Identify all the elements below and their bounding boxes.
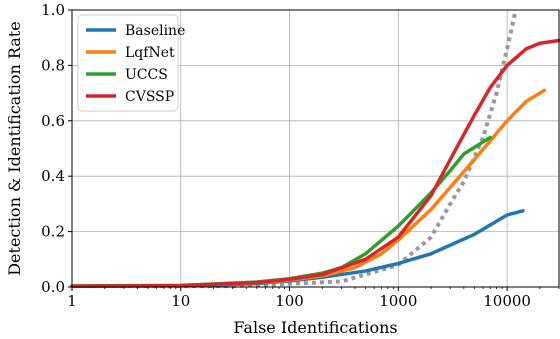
x-tick-label: 1	[67, 292, 77, 310]
legend-box	[77, 14, 179, 112]
x-tick-label: 100	[275, 292, 304, 310]
y-tick-label: 0.4	[41, 167, 65, 185]
series-line-cvssp	[70, 38, 560, 288]
x-tick-label: 10	[171, 292, 190, 310]
x-tick-label: 10000	[483, 292, 531, 310]
y-axis-label: Detection & Identification Rate	[5, 21, 24, 276]
series-lines	[70, 9, 560, 289]
x-tick-label: 1000	[379, 292, 417, 310]
x-axis-label: False Identifications	[233, 318, 397, 337]
y-tick-label: 1.0	[41, 1, 65, 19]
plot-frame	[71, 9, 560, 288]
legend-label: Baseline	[125, 23, 185, 39]
legend: Baseline LqfNet UCCS CVSSP	[77, 14, 185, 112]
y-tick-label: 0.8	[41, 56, 65, 74]
y-tick-label: 0.6	[41, 112, 65, 130]
y-tick-label: 0.0	[41, 278, 65, 296]
axis-ticks: 1 10 100 1000 10000 0.0 0.2 0.4 0.6 0.8 1.0	[41, 1, 560, 310]
legend-label: UCCS	[125, 67, 168, 83]
y-tick-label: 0.2	[41, 223, 65, 241]
legend-label: CVSSP	[125, 89, 174, 105]
legend-label: LqfNet	[125, 45, 175, 61]
series-line-dotted	[72, 9, 518, 289]
series-line-baseline	[70, 209, 525, 288]
